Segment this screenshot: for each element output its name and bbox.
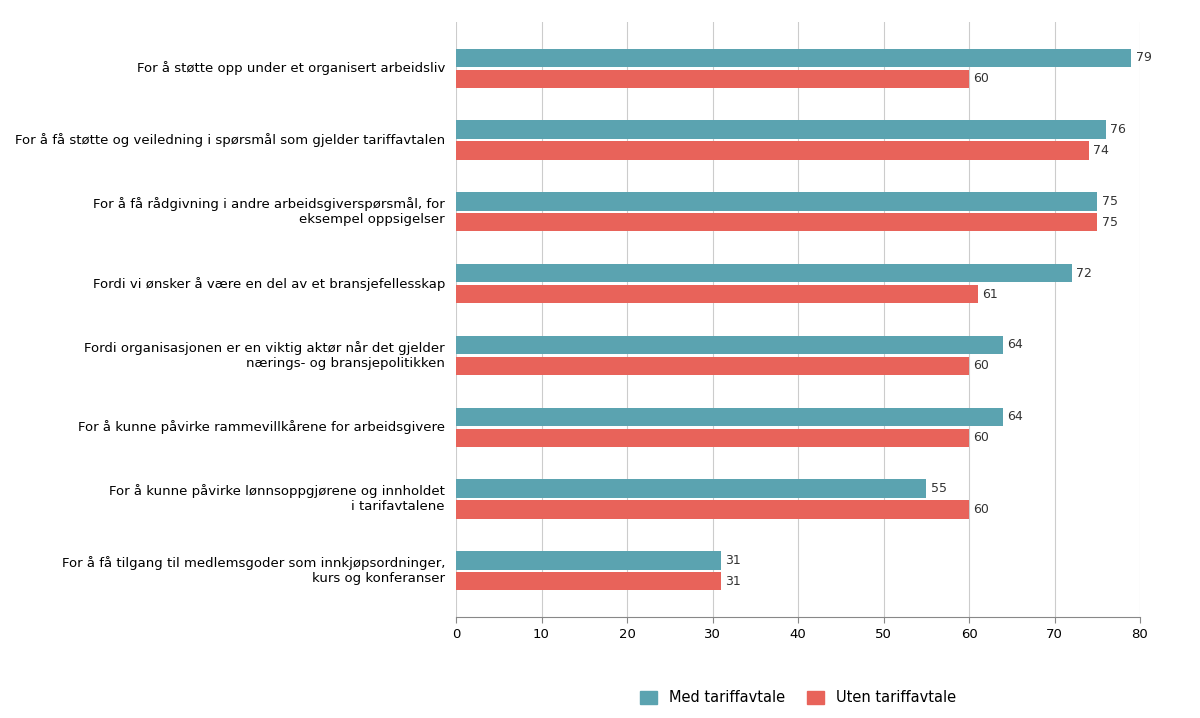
Bar xyxy=(456,480,926,498)
Text: 31: 31 xyxy=(725,574,742,588)
Bar xyxy=(456,551,721,569)
Text: 64: 64 xyxy=(1008,338,1024,352)
Bar xyxy=(456,572,721,590)
Legend: Med tariffavtale, Uten tariffavtale: Med tariffavtale, Uten tariffavtale xyxy=(634,684,962,711)
Bar xyxy=(456,49,1132,67)
Bar xyxy=(456,429,970,447)
Text: 79: 79 xyxy=(1135,51,1152,65)
Bar xyxy=(456,285,978,303)
Text: 76: 76 xyxy=(1110,123,1126,136)
Bar xyxy=(456,192,1097,210)
Text: 31: 31 xyxy=(725,554,742,567)
Text: 60: 60 xyxy=(973,72,989,85)
Bar xyxy=(456,121,1106,139)
Text: 60: 60 xyxy=(973,503,989,516)
Text: 55: 55 xyxy=(930,482,947,495)
Bar xyxy=(456,70,970,88)
Text: 60: 60 xyxy=(973,359,989,373)
Bar xyxy=(456,213,1097,231)
Text: 61: 61 xyxy=(982,287,997,301)
Bar xyxy=(456,408,1003,426)
Text: 72: 72 xyxy=(1076,266,1092,280)
Bar xyxy=(456,336,1003,354)
Text: 75: 75 xyxy=(1102,215,1117,229)
Text: 74: 74 xyxy=(1093,144,1109,157)
Text: 75: 75 xyxy=(1102,195,1117,208)
Bar xyxy=(456,500,970,518)
Text: 64: 64 xyxy=(1008,410,1024,424)
Text: 60: 60 xyxy=(973,431,989,444)
Bar xyxy=(456,141,1088,159)
Bar xyxy=(456,264,1072,282)
Bar xyxy=(456,357,970,375)
